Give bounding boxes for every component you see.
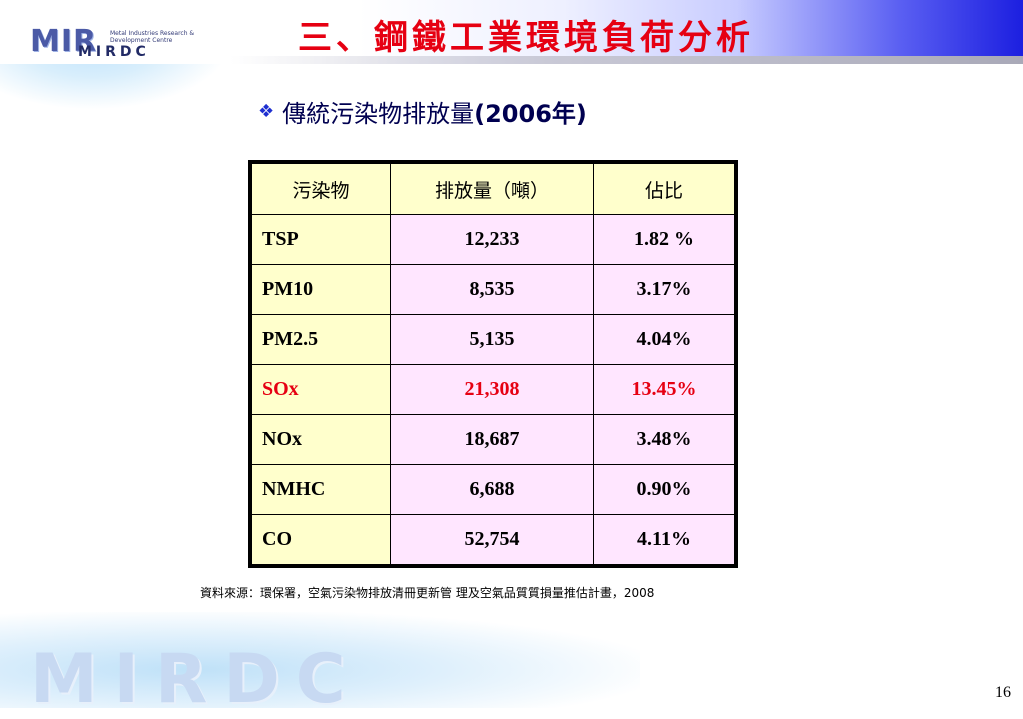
cell-share: 4.11%: [593, 514, 735, 565]
header-amount: 排放量（噸）: [390, 163, 594, 215]
cell-amount: 8,535: [390, 264, 594, 315]
cell-pollutant: CO: [251, 514, 391, 565]
table-row-highlighted: SOx 21,308 13.45%: [251, 364, 735, 415]
emissions-table: 污染物 排放量（噸） 佔比 TSP 12,233 1.82 % PM10 8,5…: [248, 160, 738, 568]
table-row: NMHC 6,688 0.90%: [251, 464, 735, 515]
cell-pollutant: NMHC: [251, 464, 391, 515]
cell-share: 13.45%: [593, 364, 735, 415]
diamond-bullet-icon: ❖: [258, 101, 275, 122]
cell-share: 0.90%: [593, 464, 735, 515]
table-row: NOx 18,687 3.48%: [251, 414, 735, 465]
table-row: CO 52,754 4.11%: [251, 514, 735, 565]
table-row: PM2.5 5,135 4.04%: [251, 314, 735, 365]
cell-amount: 21,308: [390, 364, 594, 415]
footer-mirdc-logo: MIRDC: [30, 640, 362, 719]
cell-pollutant: PM2.5: [251, 314, 391, 365]
cell-share: 1.82 %: [593, 214, 735, 265]
footer-background: [0, 612, 640, 708]
table-header-row: 污染物 排放量（噸） 佔比: [251, 163, 735, 215]
page-title: 三、鋼鐵工業環境負荷分析: [298, 18, 754, 58]
table-row: PM10 8,535 3.17%: [251, 264, 735, 315]
cell-pollutant: TSP: [251, 214, 391, 265]
source-note: 資料來源：環保署，空氣污染物排放清冊更新管 理及空氣品質質損量推估計畫，2008: [200, 586, 655, 600]
cell-amount: 12,233: [390, 214, 594, 265]
cell-amount: 52,754: [390, 514, 594, 565]
cell-share: 3.48%: [593, 414, 735, 465]
page-number: 16: [995, 684, 1011, 701]
header-share: 佔比: [593, 163, 735, 215]
cell-share: 3.17%: [593, 264, 735, 315]
header-pollutant: 污染物: [251, 163, 391, 215]
table-row: TSP 12,233 1.82 %: [251, 214, 735, 265]
cell-amount: 6,688: [390, 464, 594, 515]
cell-amount: 18,687: [390, 414, 594, 465]
logo-subtext: MIRDC: [78, 44, 150, 60]
cell-pollutant: SOx: [251, 364, 391, 415]
cell-amount: 5,135: [390, 314, 594, 365]
subtitle-year: (2006年): [474, 100, 587, 128]
cell-pollutant: PM10: [251, 264, 391, 315]
cell-share: 4.04%: [593, 314, 735, 365]
section-subtitle: ❖ 傳統污染物排放量 (2006年): [258, 94, 587, 129]
header-divider: [230, 56, 1023, 64]
cell-pollutant: NOx: [251, 414, 391, 465]
mirdc-logo: MIR: [30, 24, 98, 59]
logo-caption: Metal Industries Research & Development …: [110, 30, 195, 44]
subtitle-text: 傳統污染物排放量: [282, 100, 475, 128]
header-band: [0, 0, 1023, 64]
